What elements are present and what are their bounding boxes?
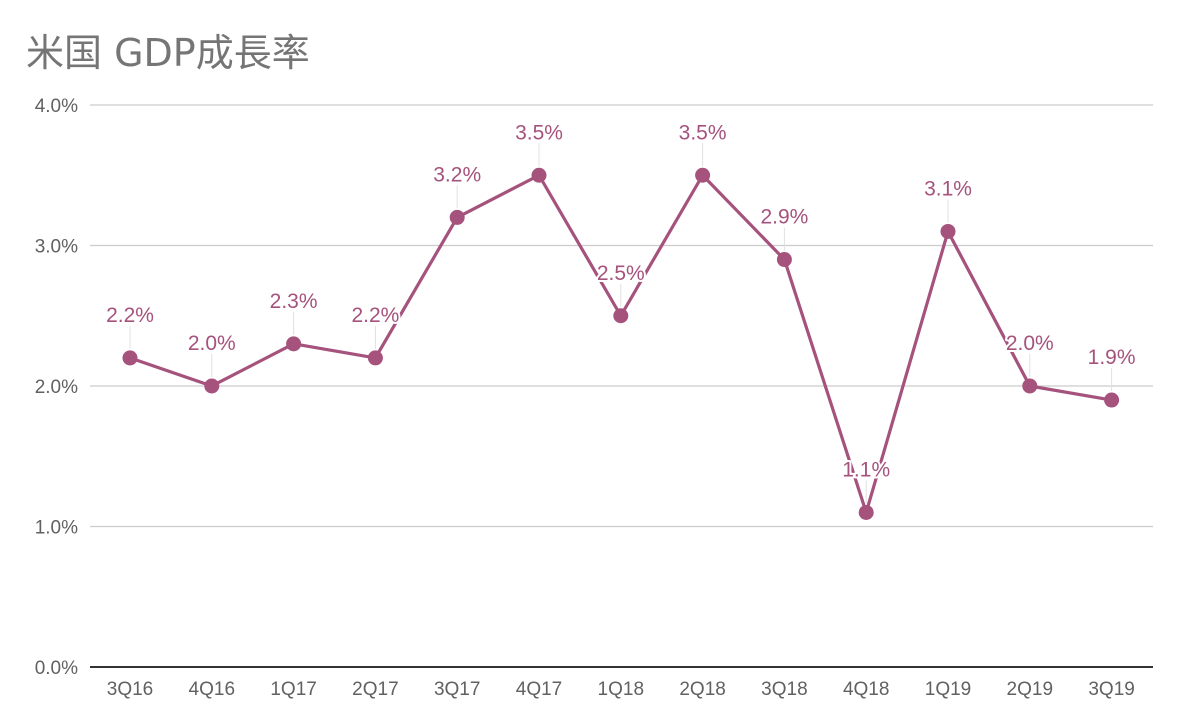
x-tick-label: 3Q17 bbox=[434, 679, 480, 700]
data-point[interactable] bbox=[122, 350, 138, 366]
data-point[interactable] bbox=[1022, 378, 1038, 394]
series-line-layer bbox=[129, 173, 1112, 515]
x-tick-label: 4Q16 bbox=[189, 679, 235, 700]
data-point[interactable] bbox=[449, 209, 465, 225]
data-label: 2.5% bbox=[597, 262, 645, 285]
data-label: 3.1% bbox=[924, 177, 972, 200]
data-point[interactable] bbox=[531, 167, 547, 183]
data-label: 2.0% bbox=[1006, 332, 1054, 355]
x-tick-label: 2Q19 bbox=[1007, 679, 1053, 700]
y-axis-tick-labels: 0.0% 1.0% 2.0% 3.0% 4.0% bbox=[35, 96, 78, 679]
data-label: 2.3% bbox=[270, 290, 318, 313]
data-point[interactable] bbox=[940, 223, 956, 239]
data-label: 1.9% bbox=[1088, 346, 1136, 369]
x-axis-tick-labels: 3Q16 4Q16 1Q17 2Q17 3Q17 4Q17 1Q18 2Q18 3Q18 4Q18… bbox=[107, 679, 1135, 700]
data-label: 3.5% bbox=[515, 121, 563, 144]
x-tick-label: 1Q17 bbox=[270, 679, 316, 700]
x-tick-label: 1Q18 bbox=[598, 679, 644, 700]
data-label: 2.9% bbox=[760, 206, 808, 229]
y-tick-label: 3.0% bbox=[35, 237, 78, 258]
y-tick-label: 4.0% bbox=[35, 96, 78, 117]
data-point[interactable] bbox=[613, 308, 629, 324]
x-tick-label: 4Q18 bbox=[843, 679, 889, 700]
data-point[interactable] bbox=[858, 504, 874, 520]
data-label: 3.5% bbox=[679, 121, 727, 144]
data-point[interactable] bbox=[286, 336, 302, 352]
series-line bbox=[129, 173, 1112, 515]
data-point[interactable] bbox=[204, 378, 220, 394]
data-labels: 2.2% 2.0% 2.3% 2.2% 3.2% 3.5% 2.5% 3.5% 2.9% 1.1%… bbox=[104, 119, 1137, 483]
data-point[interactable] bbox=[367, 350, 383, 366]
y-tick-label: 0.0% bbox=[35, 658, 78, 679]
x-tick-label: 3Q19 bbox=[1088, 679, 1134, 700]
x-tick-label: 3Q18 bbox=[761, 679, 807, 700]
y-tick-label: 2.0% bbox=[35, 377, 78, 398]
data-label: 1.1% bbox=[842, 458, 890, 481]
data-label: 2.2% bbox=[351, 304, 399, 327]
data-label: 3.2% bbox=[433, 163, 481, 186]
data-point[interactable] bbox=[776, 252, 792, 268]
data-label-leaders bbox=[129, 143, 1113, 504]
data-point[interactable] bbox=[695, 167, 711, 183]
data-label: 2.2% bbox=[106, 304, 154, 327]
x-tick-label: 2Q17 bbox=[352, 679, 398, 700]
x-tick-label: 1Q19 bbox=[925, 679, 971, 700]
x-tick-label: 4Q17 bbox=[516, 679, 562, 700]
y-tick-label: 1.0% bbox=[35, 518, 78, 539]
gridlines bbox=[90, 104, 1153, 668]
x-tick-label: 3Q16 bbox=[107, 679, 153, 700]
chart-title: 米国 GDP成長率 bbox=[26, 31, 310, 75]
data-point[interactable] bbox=[1104, 392, 1120, 408]
data-points bbox=[122, 167, 1120, 520]
x-tick-label: 2Q18 bbox=[679, 679, 725, 700]
data-label: 2.0% bbox=[188, 332, 236, 355]
